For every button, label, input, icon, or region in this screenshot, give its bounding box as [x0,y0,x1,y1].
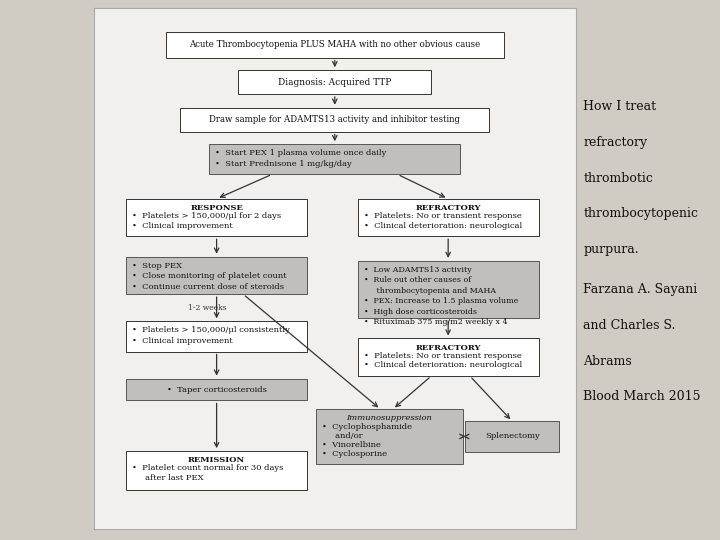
FancyBboxPatch shape [166,31,504,58]
FancyBboxPatch shape [358,339,539,376]
Text: Immunosuppression: Immunosuppression [346,414,432,422]
FancyBboxPatch shape [126,199,307,237]
FancyBboxPatch shape [316,409,463,464]
FancyBboxPatch shape [126,256,307,294]
FancyBboxPatch shape [358,261,539,318]
Text: •  Taper corticosteroids: • Taper corticosteroids [166,386,266,394]
Text: •  Platelets: No or transient response
•  Clinical deterioration: neurological: • Platelets: No or transient response • … [364,352,522,369]
Text: Blood March 2015: Blood March 2015 [583,390,701,403]
FancyBboxPatch shape [126,321,307,352]
Text: REFRACTORY: REFRACTORY [415,204,481,212]
FancyBboxPatch shape [126,379,307,401]
FancyBboxPatch shape [210,144,460,174]
Text: 1-2 weeks: 1-2 weeks [188,303,226,312]
Text: thrombotic: thrombotic [583,172,653,185]
Text: purpura.: purpura. [583,243,639,256]
Text: Abrams: Abrams [583,355,632,368]
Text: •  Platelets > 150,000/μl for 2 days
•  Clinical improvement: • Platelets > 150,000/μl for 2 days • Cl… [132,212,281,230]
Text: •  Stop PEX
•  Close monitoring of platelet count
•  Continue current dose of st: • Stop PEX • Close monitoring of platele… [132,262,287,291]
Text: Draw sample for ADAMTS13 activity and inhibitor testing: Draw sample for ADAMTS13 activity and in… [210,115,460,124]
Text: •  Platelets: No or transient response
•  Clinical deterioration: neurological: • Platelets: No or transient response • … [364,212,522,230]
Text: How I treat: How I treat [583,100,657,113]
Text: Acute Thrombocytopenia PLUS MAHA with no other obvious cause: Acute Thrombocytopenia PLUS MAHA with no… [189,40,480,49]
Text: Diagnosis: Acquired TTP: Diagnosis: Acquired TTP [278,78,392,86]
Text: •  Start PEX 1 plasma volume once daily
•  Start Prednisone 1 mg/kg/day: • Start PEX 1 plasma volume once daily •… [215,150,387,168]
Text: refractory: refractory [583,136,647,149]
Text: REMISSION: REMISSION [188,456,246,464]
Text: •  Platelet count normal for 30 days
     after last PEX: • Platelet count normal for 30 days afte… [132,464,284,482]
FancyBboxPatch shape [465,421,559,451]
FancyBboxPatch shape [126,451,307,490]
Text: thrombocytopenic: thrombocytopenic [583,207,698,220]
Text: Splenectomy: Splenectomy [485,433,540,441]
Text: •  Cyclophosphamide
     and/or
•  Vinorelbine
•  Cyclosporine: • Cyclophosphamide and/or • Vinorelbine … [322,423,412,458]
Text: Farzana A. Sayani: Farzana A. Sayani [583,284,698,296]
Text: •  Platelets > 150,000/μl consistently
•  Clinical improvement: • Platelets > 150,000/μl consistently • … [132,327,290,345]
FancyBboxPatch shape [358,199,539,237]
Text: RESPONSE: RESPONSE [190,204,243,212]
Text: REFRACTORY: REFRACTORY [415,343,481,352]
FancyBboxPatch shape [181,107,489,132]
Text: •  Low ADAMTS13 activity
•  Rule out other causes of
     thrombocytopenia and M: • Low ADAMTS13 activity • Rule out other… [364,266,518,326]
FancyBboxPatch shape [238,70,431,94]
Text: and Charles S.: and Charles S. [583,319,675,332]
